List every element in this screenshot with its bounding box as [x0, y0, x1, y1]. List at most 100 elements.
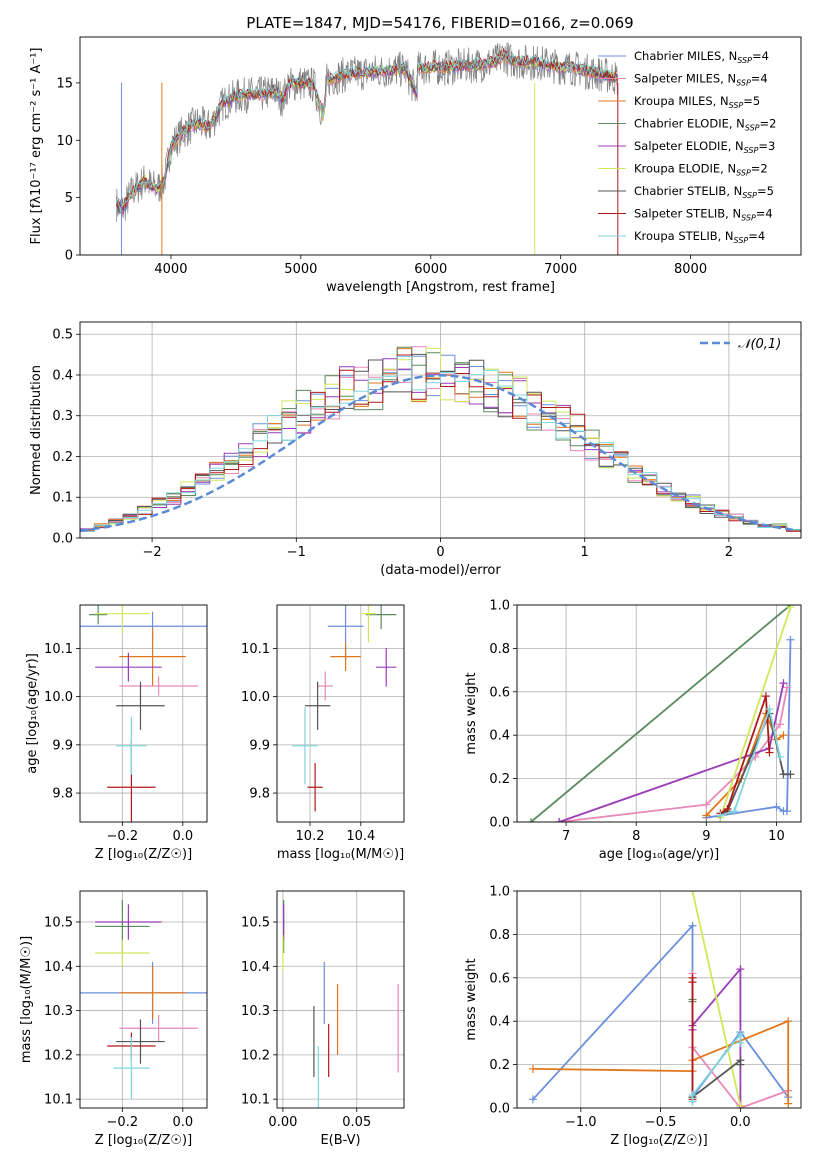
series-marker [775, 720, 784, 729]
y-axis-label: Flux [fλ10⁻¹⁷ erg cm⁻² s⁻¹ A⁻¹] [29, 48, 44, 245]
series-marker [786, 605, 795, 612]
y-tick-label: 0.2 [489, 772, 510, 787]
series-line-2 [705, 711, 784, 817]
x-tick-label: 0 [436, 545, 444, 560]
legend-entry: Salpeter ELODIE, NSSP=3 [634, 139, 775, 155]
y-axis-label: mass weight [464, 958, 479, 1040]
x-tick-label: −1.0 [565, 1115, 597, 1130]
x-tick-label: −0.2 [107, 829, 139, 844]
series-marker [772, 802, 781, 811]
axes-frame [516, 604, 802, 823]
massweight-vs-Z-plot-area [528, 891, 793, 1108]
y-tick-label: 10.2 [241, 1048, 270, 1063]
x-tick-label: 0.0 [172, 1115, 193, 1130]
series-line-6 [691, 1058, 742, 1102]
y-tick-label: 10.1 [241, 1093, 270, 1108]
massweight-vs-age-axes: 7 8 9 10 0.0 0.2 0.4 0.6 0.8 1.0 age [log₁₀(age/yr… [464, 599, 802, 862]
x-tick-label: 1 [581, 545, 589, 560]
series-marker [730, 807, 739, 816]
histogram-step-6 [80, 353, 801, 532]
series-marker [702, 811, 711, 820]
model-line-8 [116, 50, 619, 212]
series-marker [779, 731, 788, 740]
y-tick-label: 10.1 [44, 1093, 73, 1108]
x-tick-label: 7 [562, 829, 570, 844]
axes-frame [79, 604, 208, 823]
y-tick-label: 10.3 [44, 1004, 73, 1019]
series-line-5 [691, 891, 742, 1106]
legend-entry: 𝒩(0,1) [738, 337, 781, 352]
series-marker [688, 921, 697, 930]
x-tick-label: 8000 [674, 262, 707, 277]
mass-vs-Z-plot-area [80, 899, 207, 1100]
x-tick-label: 10.2 [296, 829, 325, 844]
x-tick-label: 0.0 [730, 1115, 751, 1130]
series-marker [723, 804, 732, 813]
y-tick-label: 10.0 [241, 690, 270, 705]
x-axis-label: Z [log₁₀(Z/Z☉)] [95, 1133, 192, 1148]
y-tick-label: 5 [65, 191, 73, 206]
x-tick-label: −0.2 [107, 1115, 139, 1130]
y-tick-label: 0.0 [52, 532, 73, 547]
series-marker [736, 1038, 745, 1047]
legend: Chabrier MILES, NSSP=4 Salpeter MILES, NS… [598, 49, 776, 245]
series-marker [786, 635, 795, 644]
x-tick-label: −1 [287, 545, 306, 560]
x-axis-label: age [log₁₀(age/yr)] [599, 847, 720, 862]
series-marker [779, 770, 788, 779]
y-tick-label: 10.5 [44, 916, 73, 931]
chart-title: PLATE=1847, MJD=54176, FIBERID=0166, z=0… [246, 14, 633, 32]
y-tick-label: 9.9 [52, 738, 73, 753]
y-tick-label: 1.0 [489, 885, 510, 900]
spectrum-plot-area [116, 42, 619, 255]
y-tick-label: 0.8 [489, 642, 510, 657]
y-tick-label: 0.0 [489, 816, 510, 831]
parameter-panels: −0.2 0.0 9.8 9.9 10.0 10.1 Z [log₁₀(Z/Z☉)] age … [19, 599, 802, 1148]
y-tick-label: 10.3 [241, 1004, 270, 1019]
y-tick-label: 9.8 [52, 787, 73, 802]
series-marker [765, 705, 774, 714]
series-marker [528, 1064, 537, 1073]
y-tick-label: 10.1 [44, 642, 73, 657]
y-axis-label: age [log₁₀(age/yr)] [25, 653, 40, 774]
mass-vs-EBV-plot-area [282, 899, 399, 1108]
x-axis-label: Z [log₁₀(Z/Z☉)] [610, 1133, 707, 1148]
series-marker [736, 1060, 745, 1069]
x-tick-label: 7000 [544, 262, 577, 277]
age-vs-Z-plot-area [80, 605, 207, 822]
series-marker [779, 679, 788, 688]
y-tick-label: 10 [56, 134, 73, 149]
series-marker [688, 1090, 697, 1099]
series-marker [527, 818, 536, 822]
y-tick-label: 0.8 [489, 928, 510, 943]
legend-entry: Chabrier STELIB, NSSP=5 [634, 184, 774, 200]
normal-distribution-line [80, 374, 799, 533]
histogram-step-8 [80, 356, 801, 532]
series-marker [775, 752, 784, 761]
y-tick-label: 0.3 [52, 409, 73, 424]
x-tick-label: 10 [768, 829, 785, 844]
x-tick-label: 9 [702, 829, 710, 844]
x-tick-label: −2 [143, 545, 162, 560]
model-line-7 [116, 48, 619, 211]
axes-frame [79, 36, 802, 256]
series-marker [782, 807, 791, 816]
x-tick-label: 0.00 [268, 1115, 297, 1130]
y-tick-label: 0.4 [489, 1015, 510, 1030]
axes-frame [276, 890, 405, 1109]
mass-vs-Z-axes: −0.2 0.0 10.1 10.2 10.3 10.4 10.5 Z [log₁₀(Z/Z☉… [19, 890, 208, 1148]
age-vs-mass-plot-area [292, 605, 397, 812]
y-tick-label: 0.4 [52, 368, 73, 383]
x-axis-label: E(B-V) [320, 1133, 360, 1148]
series-marker [688, 891, 697, 895]
y-tick-label: 0.5 [52, 328, 73, 343]
series-marker [702, 800, 711, 809]
y-tick-label: 0.0 [489, 1102, 510, 1117]
y-tick-label: 0.6 [489, 971, 510, 986]
y-tick-label: 9.9 [249, 738, 270, 753]
series-marker [716, 811, 725, 820]
spectrum-panel: 4000 5000 6000 7000 8000 0 5 10 15 wavelength [An… [29, 14, 802, 295]
series-marker [765, 748, 774, 757]
y-axis-label: Normed distribution [29, 365, 44, 495]
